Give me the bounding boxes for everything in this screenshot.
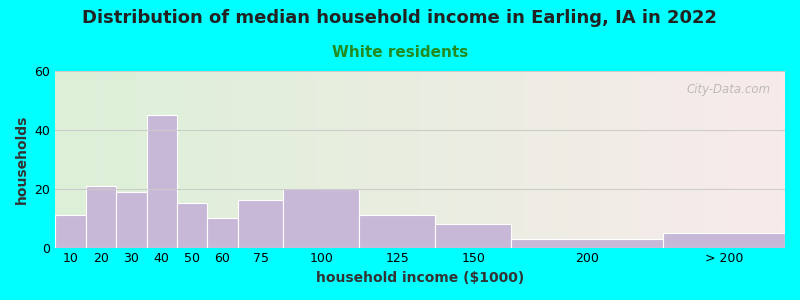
Bar (359, 215, 435, 248)
Text: White residents: White residents (332, 45, 468, 60)
Bar (177, 203, 207, 247)
Bar (55, 215, 86, 248)
Bar (435, 224, 511, 247)
Bar (116, 192, 146, 248)
Text: City-Data.com: City-Data.com (686, 83, 770, 96)
Bar (511, 239, 663, 248)
Bar (238, 200, 283, 247)
Bar (207, 218, 238, 248)
Bar (86, 186, 116, 247)
Bar (146, 115, 177, 248)
Bar (283, 189, 359, 247)
Bar (663, 233, 785, 248)
Text: Distribution of median household income in Earling, IA in 2022: Distribution of median household income … (82, 9, 718, 27)
X-axis label: household income ($1000): household income ($1000) (316, 271, 524, 285)
Y-axis label: households: households (15, 115, 29, 204)
